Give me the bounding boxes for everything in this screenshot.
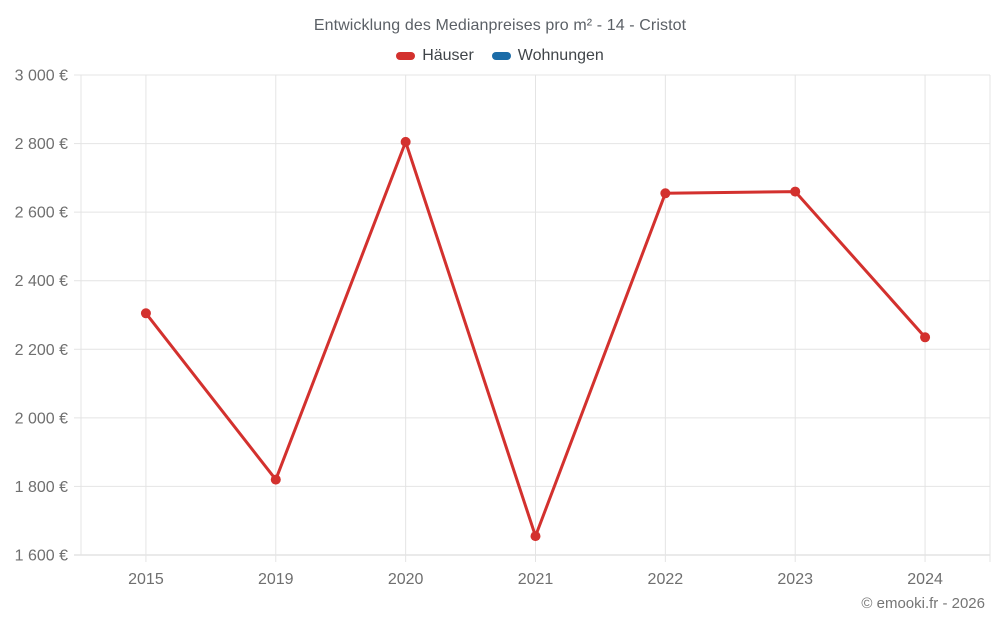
data-point[interactable] — [400, 136, 411, 147]
legend-item-0[interactable]: Häuser — [396, 47, 474, 65]
legend-swatch-icon — [491, 52, 511, 60]
y-tick-label: 2 800 € — [15, 136, 68, 153]
y-tick-label: 2 200 € — [15, 342, 68, 359]
legend-label: Häuser — [422, 47, 474, 64]
y-tick-label: 2 600 € — [15, 205, 68, 222]
x-tick-label: 2023 — [777, 571, 813, 588]
x-tick-label: 2019 — [258, 571, 294, 588]
y-tick-label: 2 000 € — [15, 410, 68, 427]
data-point[interactable] — [270, 474, 281, 485]
chart-title: Entwicklung des Medianpreises pro m² - 1… — [313, 17, 687, 34]
data-point[interactable] — [790, 186, 801, 197]
data-point[interactable] — [920, 332, 931, 343]
data-point[interactable] — [140, 308, 151, 319]
chart-legend: Häuser Wohnungen — [0, 46, 1000, 66]
series-0 — [140, 136, 931, 542]
x-tick-label: 2024 — [907, 571, 943, 588]
copyright-text: © emooki.fr - 2026 — [861, 595, 985, 612]
x-tick-label: 2020 — [388, 571, 424, 588]
data-point[interactable] — [530, 531, 541, 542]
y-tick-label: 1 600 € — [15, 548, 68, 565]
y-tick-label: 2 400 € — [15, 273, 68, 290]
x-tick-label: 2022 — [648, 571, 684, 588]
y-axis-labels: 1 600 € 1 800 € 2 000 € 2 200 € 2 400 € 2 600… — [15, 68, 68, 565]
data-point[interactable] — [660, 188, 671, 199]
y-tick-label: 3 000 € — [15, 68, 68, 85]
gridlines — [74, 74, 991, 562]
legend-item-1[interactable]: Wohnungen — [491, 47, 604, 65]
y-tick-label: 1 800 € — [15, 479, 68, 496]
legend-label: Wohnungen — [517, 47, 604, 64]
x-tick-label: 2021 — [518, 571, 554, 588]
x-tick-label: 2015 — [128, 571, 164, 588]
legend-swatch-icon — [396, 52, 416, 60]
x-axis-labels: 2015 2019 2020 2021 2022 2023 2024 — [128, 571, 943, 588]
